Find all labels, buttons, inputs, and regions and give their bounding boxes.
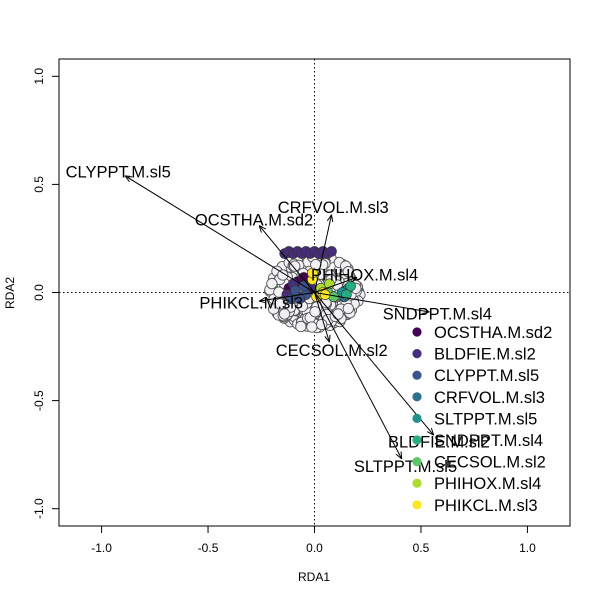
colored-point: [294, 293, 305, 305]
arrow-clyppt-m-sl5: [125, 176, 315, 293]
x-tick-label: 0.5: [413, 541, 430, 555]
legend-label: CECSOL.M.sl2: [434, 454, 546, 472]
site-point: [316, 318, 328, 331]
x-axis-ticks: -1.0 -0.5 0.0 0.5 1.0: [91, 526, 536, 555]
legend-label: CLYPPT.M.sl5: [434, 367, 539, 385]
arrow-label: PHIKCL.M.sl3: [199, 294, 303, 312]
legend-swatch: [412, 327, 422, 337]
legend-label: CRFVOL.M.sl3: [434, 389, 545, 407]
arrow-label: CRFVOL.M.sl3: [278, 199, 389, 217]
arrow-label: SLTPPT.M.sl5: [354, 458, 457, 476]
legend: OCSTHA.M.sd2 BLDFIE.M.sl2 CLYPPT.M.sl5 CRFV…: [412, 324, 552, 515]
x-tick-label: 0.0: [306, 541, 323, 555]
legend-label: PHIHOX.M.sl4: [434, 475, 541, 493]
y-tick-label: 0.0: [32, 284, 46, 301]
x-tick-label: -1.0: [91, 541, 112, 555]
y-tick-label: -0.5: [32, 390, 46, 411]
legend-swatch: [412, 392, 422, 402]
legend-swatch: [412, 435, 422, 445]
arrow-phikcl-m-sl3: [259, 292, 315, 302]
colored-point: [307, 267, 318, 279]
legend-swatch: [412, 457, 422, 467]
arrow-label: CECSOL.M.sl2: [276, 342, 388, 360]
site-point: [342, 266, 354, 278]
site-point: [289, 260, 301, 272]
legend-swatch: [412, 500, 422, 510]
arrow-crfvol-m-sl3: [314, 215, 332, 293]
site-point: [342, 302, 354, 315]
colored-point: [326, 246, 337, 257]
legend-swatch: [412, 478, 422, 488]
arrow-sltppt-m-sl5: [314, 292, 402, 459]
arrow-label: PHIHOX.M.sl4: [311, 267, 418, 285]
site-point: [266, 277, 278, 290]
y-axis-ticks: -1.0 -0.5 0.0 0.5 1.0: [32, 68, 59, 519]
site-point: [332, 308, 344, 320]
y-axis-title: RDA2: [3, 277, 17, 309]
legend-swatch: [412, 413, 422, 423]
legend-label: BLDFIE.M.sl2: [434, 346, 536, 364]
site-point: [295, 320, 307, 333]
arrow-cecsol-m-sl2: [314, 292, 330, 343]
site-point: [274, 298, 286, 310]
y-tick-label: 0.5: [32, 176, 46, 193]
x-axis-title: RDA1: [298, 570, 330, 584]
legend-label: SNDPPT.M.sl4: [434, 432, 543, 450]
arrow-sndppt-m-sl4: [314, 292, 430, 312]
y-tick-label: 1.0: [32, 68, 46, 85]
arrow-label: OCSTHA.M.sd2: [195, 211, 313, 229]
site-point: [278, 308, 291, 320]
legend-label: PHIKCL.M.sl3: [434, 497, 538, 515]
arrow-ocstha-m-sd2: [259, 225, 315, 293]
legend-swatch: [412, 349, 422, 359]
site-point: [277, 269, 289, 281]
arrow-phihox-m-sl4: [314, 277, 358, 293]
site-point: [306, 321, 318, 333]
arrow-label: SNDPPT.M.sl4: [383, 305, 492, 323]
x-tick-label: 1.0: [519, 541, 536, 555]
legend-label: OCSTHA.M.sd2: [434, 324, 552, 342]
x-tick-label: -0.5: [198, 541, 219, 555]
y-tick-label: -1.0: [32, 498, 46, 519]
legend-swatch: [412, 370, 422, 380]
legend-label: SLTPPT.M.sl5: [434, 410, 537, 428]
arrow-bldfie-m-sl2: [314, 292, 434, 436]
arrow-label: CLYPPT.M.sl5: [66, 164, 171, 182]
